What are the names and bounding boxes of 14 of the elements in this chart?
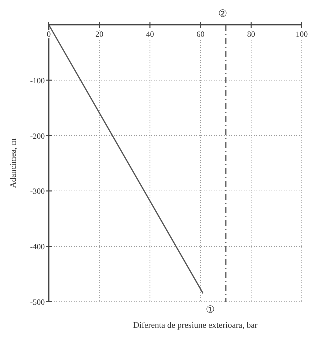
y-tick-label: -300 bbox=[30, 187, 45, 196]
text: ② bbox=[218, 9, 228, 20]
x-tick-label: 20 bbox=[96, 30, 104, 39]
y-tick-label: -200 bbox=[30, 132, 45, 141]
x-tick-label: 100 bbox=[296, 30, 308, 39]
x-tick-label: 60 bbox=[196, 30, 205, 39]
text: ① bbox=[206, 305, 215, 316]
y-tick-label: -100 bbox=[30, 76, 45, 86]
x-axis-title: Diferenta de presiune exterioara, bar bbox=[133, 320, 258, 330]
y-axis-title: Adancimea, m bbox=[8, 138, 18, 188]
x-tick-label: 80 bbox=[247, 30, 256, 39]
y-tick-label: -500 bbox=[30, 298, 45, 307]
y-tick-label: -400 bbox=[30, 242, 45, 252]
x-tick-label: 40 bbox=[146, 30, 154, 39]
